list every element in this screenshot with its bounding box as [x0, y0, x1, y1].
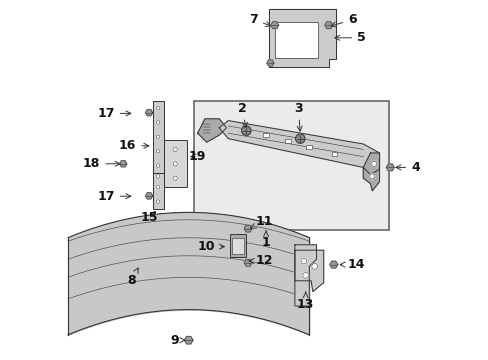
Polygon shape — [363, 153, 379, 191]
Circle shape — [156, 135, 160, 139]
Text: 12: 12 — [249, 255, 272, 267]
Bar — [263, 133, 268, 137]
Polygon shape — [197, 119, 226, 142]
Circle shape — [156, 175, 160, 178]
Circle shape — [156, 200, 160, 203]
Circle shape — [173, 147, 177, 152]
Circle shape — [241, 126, 250, 135]
Circle shape — [301, 258, 306, 264]
Text: 19: 19 — [189, 150, 206, 163]
Circle shape — [156, 185, 160, 189]
Polygon shape — [266, 60, 273, 66]
Bar — [152, 101, 163, 173]
Polygon shape — [294, 250, 323, 292]
Bar — [152, 173, 163, 209]
Polygon shape — [329, 261, 337, 268]
Circle shape — [311, 264, 317, 269]
Polygon shape — [268, 9, 336, 67]
Circle shape — [156, 106, 160, 110]
Circle shape — [302, 273, 308, 278]
Text: 1: 1 — [261, 231, 270, 249]
Bar — [331, 152, 337, 156]
Polygon shape — [219, 121, 379, 175]
Bar — [275, 22, 318, 58]
Text: 5: 5 — [334, 31, 365, 44]
Text: 9: 9 — [170, 334, 184, 347]
Text: 18: 18 — [82, 157, 120, 170]
Circle shape — [156, 121, 160, 124]
Polygon shape — [184, 337, 193, 344]
Circle shape — [295, 134, 305, 143]
Text: 2: 2 — [238, 102, 247, 127]
Polygon shape — [120, 161, 126, 167]
Bar — [284, 139, 290, 143]
Text: 11: 11 — [250, 215, 272, 229]
Text: 14: 14 — [340, 258, 364, 271]
Text: 16: 16 — [119, 139, 148, 152]
Polygon shape — [270, 22, 278, 29]
Text: 17: 17 — [97, 190, 131, 203]
Bar — [241, 126, 247, 130]
Polygon shape — [145, 109, 152, 116]
Circle shape — [371, 161, 376, 166]
Circle shape — [173, 162, 177, 166]
Text: 6: 6 — [330, 13, 356, 27]
Text: 3: 3 — [294, 102, 302, 131]
Polygon shape — [145, 193, 152, 199]
Text: 17: 17 — [97, 107, 131, 120]
Bar — [163, 140, 186, 187]
Polygon shape — [386, 164, 393, 171]
Bar — [194, 101, 387, 230]
Text: 4: 4 — [395, 161, 419, 174]
Text: 10: 10 — [198, 240, 224, 253]
Circle shape — [369, 174, 374, 179]
Polygon shape — [294, 245, 316, 306]
Text: 15: 15 — [140, 211, 158, 224]
Text: 7: 7 — [248, 13, 270, 27]
Circle shape — [173, 176, 177, 180]
Bar — [231, 238, 244, 254]
Text: 8: 8 — [126, 268, 138, 287]
Circle shape — [156, 149, 160, 153]
Bar — [306, 145, 311, 149]
Polygon shape — [244, 225, 251, 232]
Text: 13: 13 — [296, 292, 314, 311]
Bar — [230, 234, 246, 257]
Circle shape — [156, 164, 160, 167]
Polygon shape — [244, 259, 251, 266]
Polygon shape — [324, 22, 332, 29]
